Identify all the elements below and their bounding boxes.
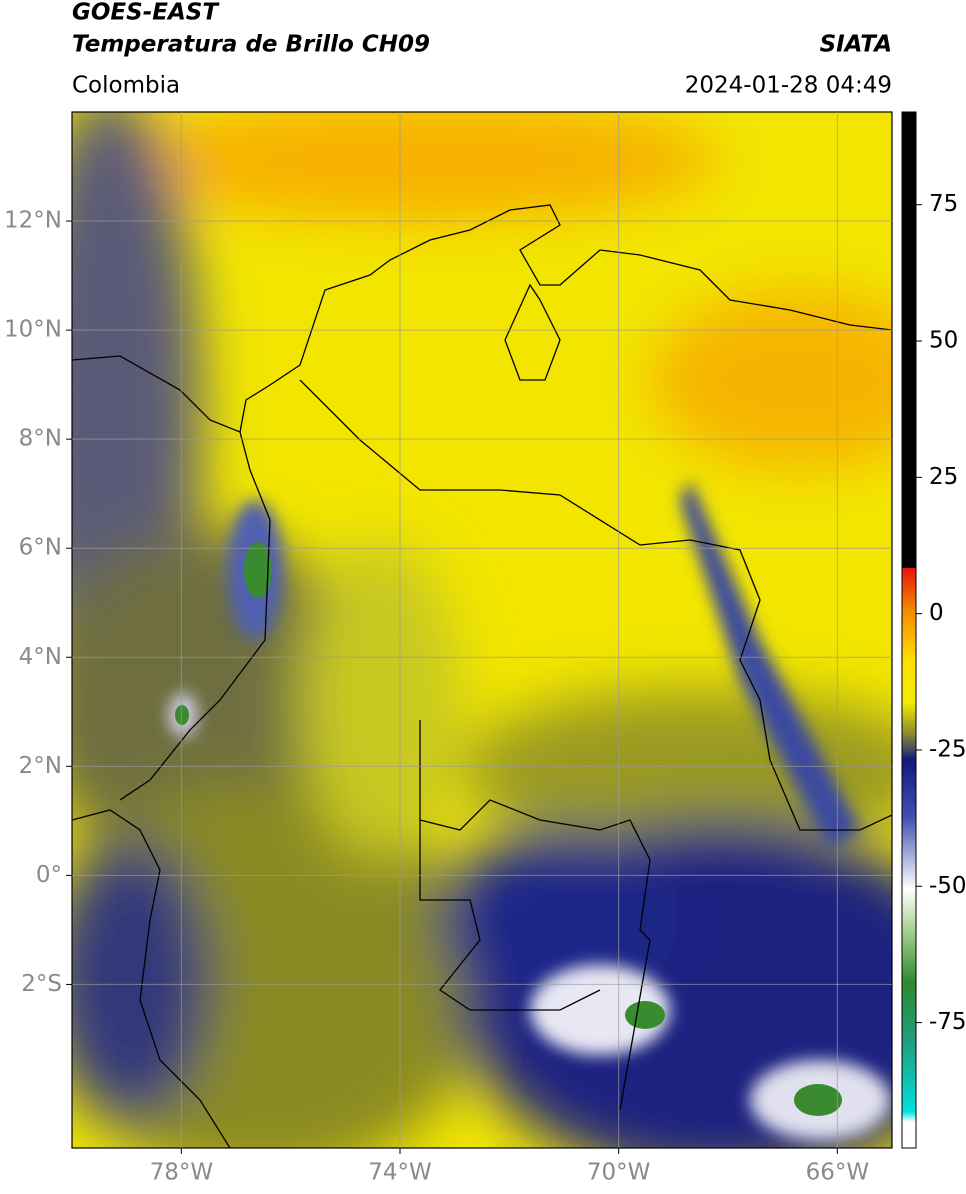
colorbar-tick-label: 0	[929, 600, 944, 626]
colorbar-tick-label: -25	[929, 736, 966, 762]
x-tick-label: 78°W	[150, 1160, 214, 1186]
region: Colombia	[72, 73, 180, 99]
y-tick-label: 4°N	[19, 644, 62, 670]
title: GOES-EAST	[72, 0, 220, 26]
x-tick-label: 74°W	[368, 1160, 432, 1186]
subtitle: Temperatura de Brillo CH09	[72, 32, 430, 58]
colorbar-tick-label: -50	[929, 873, 966, 899]
satellite-image	[72, 112, 892, 1148]
y-tick-label: 10°N	[4, 317, 62, 343]
x-tick-label: 66°W	[806, 1160, 870, 1186]
source: SIATA	[820, 32, 892, 58]
y-tick-label: 8°N	[19, 426, 62, 452]
colorbar-tick-label: -75	[929, 1009, 966, 1035]
map-frame	[71, 111, 893, 1149]
y-tick-label: 0°	[36, 862, 62, 888]
colorbar-tick-label: 75	[929, 191, 958, 217]
colorbar-tick-label: 25	[929, 464, 958, 490]
colorbar-tick-label: 50	[929, 328, 958, 354]
x-tick-label: 70°W	[587, 1160, 651, 1186]
y-tick-label: 2°S	[21, 971, 62, 997]
y-tick-label: 6°N	[19, 535, 62, 561]
colorbar	[901, 111, 917, 1149]
datetime: 2024-01-28 04:49	[685, 73, 892, 99]
y-tick-label: 12°N	[4, 208, 62, 234]
y-tick-label: 2°N	[19, 753, 62, 779]
